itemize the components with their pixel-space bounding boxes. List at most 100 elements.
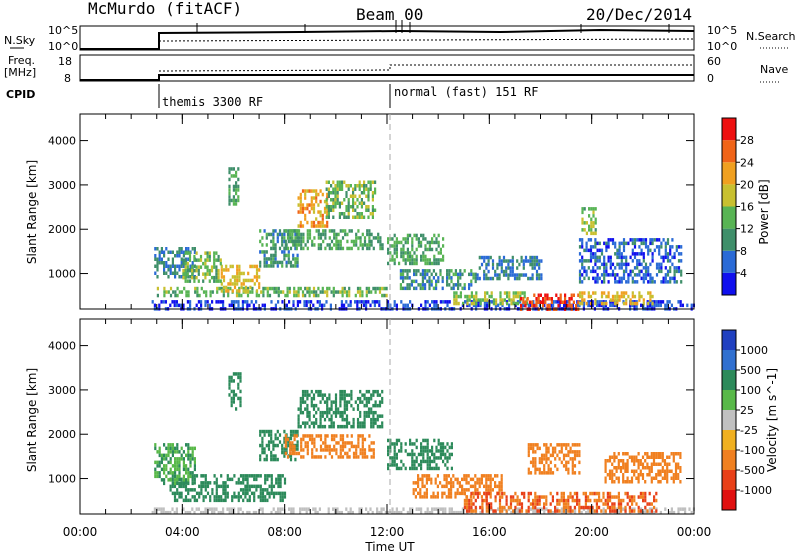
power-cell [252,303,255,308]
velocity-cell [398,438,401,443]
power-cell [437,276,440,280]
power-cell [387,261,390,266]
velocity-cell [321,414,324,418]
power-cell [343,180,346,184]
velocity-cell [624,480,627,484]
power-cell [338,205,341,209]
power-cell [441,286,444,291]
velocity-cell [365,396,368,401]
velocity-cell [543,457,546,461]
velocity-cell [230,403,233,408]
velocity-cell [626,452,629,456]
velocity-cell [370,448,373,452]
velocity-cell [534,491,537,496]
power-cell [310,199,313,204]
power-cell [468,298,471,302]
power-cell [609,266,612,270]
power-cell [415,272,418,277]
power-cell [594,207,597,211]
power-cell [455,291,458,295]
velocity-cell [540,457,544,461]
velocity-cell [167,460,170,465]
power-cell [365,194,368,198]
power-cell [542,297,545,301]
velocity-cell [160,510,163,515]
velocity-cell [659,473,662,477]
power-cell [596,255,599,260]
power-cell [327,208,330,212]
power-cell [160,257,163,261]
velocity-cell [485,505,488,510]
power-cell [669,248,672,253]
power-cell [327,212,330,216]
velocity-cell [261,450,264,455]
nsky-panel [79,25,695,51]
power-cell [293,243,296,247]
power-cell [231,282,234,286]
power-cell [283,250,286,254]
velocity-cell [576,495,579,499]
power-cell [347,201,350,205]
velocity-cell [171,484,174,489]
velocity-cell [562,498,565,503]
velocity-cell [648,455,651,459]
power-cell [512,294,515,299]
velocity-cell [350,434,353,438]
velocity-cell [277,510,280,515]
velocity-cell [363,396,366,401]
power-cell [404,269,407,273]
velocity-cell [432,495,435,499]
power-cell [377,236,380,240]
power-cell [299,220,302,225]
power-cell [516,276,519,281]
power-cell [466,294,469,299]
power-cell [522,262,525,267]
power-cell [424,269,427,273]
power-cell [393,233,396,238]
velocity-cell [674,473,678,477]
velocity-cell [265,454,268,458]
velocity-cell [233,474,236,478]
velocity-cell [637,480,640,484]
velocity-cell [532,502,535,506]
power-cell [367,205,370,209]
velocity-cell [444,463,447,467]
velocity-cell [426,466,429,471]
velocity-cell [283,481,287,485]
velocity-cell [613,495,616,499]
velocity-cell [283,491,287,496]
velocity-cell [241,510,244,515]
power-cell [658,266,661,270]
velocity-cell [567,460,570,465]
power-cell [215,251,218,255]
velocity-cell [295,451,298,456]
velocity-cell [532,505,535,510]
velocity-cell [270,440,273,444]
velocity-cell [494,474,497,478]
power-cell [184,279,187,283]
power-colorbar-segment [722,228,736,251]
velocity-cell [232,379,235,383]
power-cell [587,300,590,304]
velocity-cell [343,410,346,415]
power-cell [631,252,634,256]
power-cell [305,300,308,304]
power-cell [297,243,301,247]
velocity-cell [248,495,251,499]
power-cell [410,279,413,284]
power-cell [474,272,477,277]
velocity-cell [324,448,327,452]
velocity-cell [228,507,231,511]
velocity-cell [626,495,629,499]
power-cell [250,300,253,304]
velocity-cell [423,491,426,496]
velocity-cell [534,498,537,503]
power-cell [531,255,534,260]
power-cell [213,254,216,259]
velocity-cell [554,446,557,451]
velocity-cell [624,452,627,456]
velocity-cell [677,510,680,515]
velocity-cell [361,441,364,445]
power-cell [332,191,335,195]
power-cell [193,275,196,280]
